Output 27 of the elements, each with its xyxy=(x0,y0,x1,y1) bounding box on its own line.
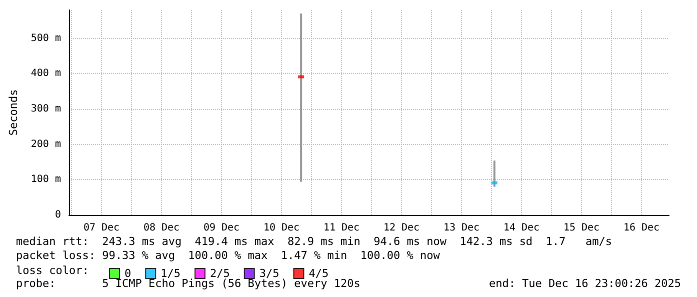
text: median rtt: 243.3 ms avg 419.4 ms max 82.9 ms min 94.6 ms now 142.3 ms sd 1.7 am/s xyxy=(16,235,612,248)
legend-label: 3/5 xyxy=(259,267,280,280)
x-tick-label: 07 Dec xyxy=(83,222,120,234)
x-tick-label: 14 Dec xyxy=(503,222,540,234)
x-tick-label: 16 Dec xyxy=(623,222,660,234)
x-tick-label: 13 Dec xyxy=(443,222,480,234)
legend-label: 2/5 xyxy=(210,267,230,280)
x-tick-label: 15 Dec xyxy=(563,222,600,234)
legend-label: 0 xyxy=(124,267,132,280)
text: probe: 5 ICMP Echo Pings (56 Bytes) every 120s xyxy=(16,277,360,290)
text: packet loss: 99.33 % avg 100.00 % max 1.47 % min 100.00 % now xyxy=(16,249,440,262)
legend-title: loss color: xyxy=(16,264,89,277)
y-axis-title: Seconds xyxy=(7,89,20,136)
y-tick-label: 100 m xyxy=(30,174,61,186)
y-tick-label: 500 m xyxy=(30,32,61,44)
y-tick-label: 400 m xyxy=(30,68,61,80)
legend-label: 1/5 xyxy=(160,267,180,280)
x-tick-label: 12 Dec xyxy=(383,222,420,234)
x-tick-label: 09 Dec xyxy=(203,222,240,234)
y-tick-label: 0 xyxy=(54,210,61,220)
legend-label: 4/5 xyxy=(308,267,329,280)
x-tick-label: 08 Dec xyxy=(143,222,180,234)
x-tick-label: 10 Dec xyxy=(263,222,300,234)
y-tick-label: 200 m xyxy=(30,138,61,150)
x-tick-label: 11 Dec xyxy=(323,222,360,234)
y-tick-label: 300 m xyxy=(30,103,61,114)
text: end: Tue Dec 16 23:00:26 2025 xyxy=(488,277,682,290)
